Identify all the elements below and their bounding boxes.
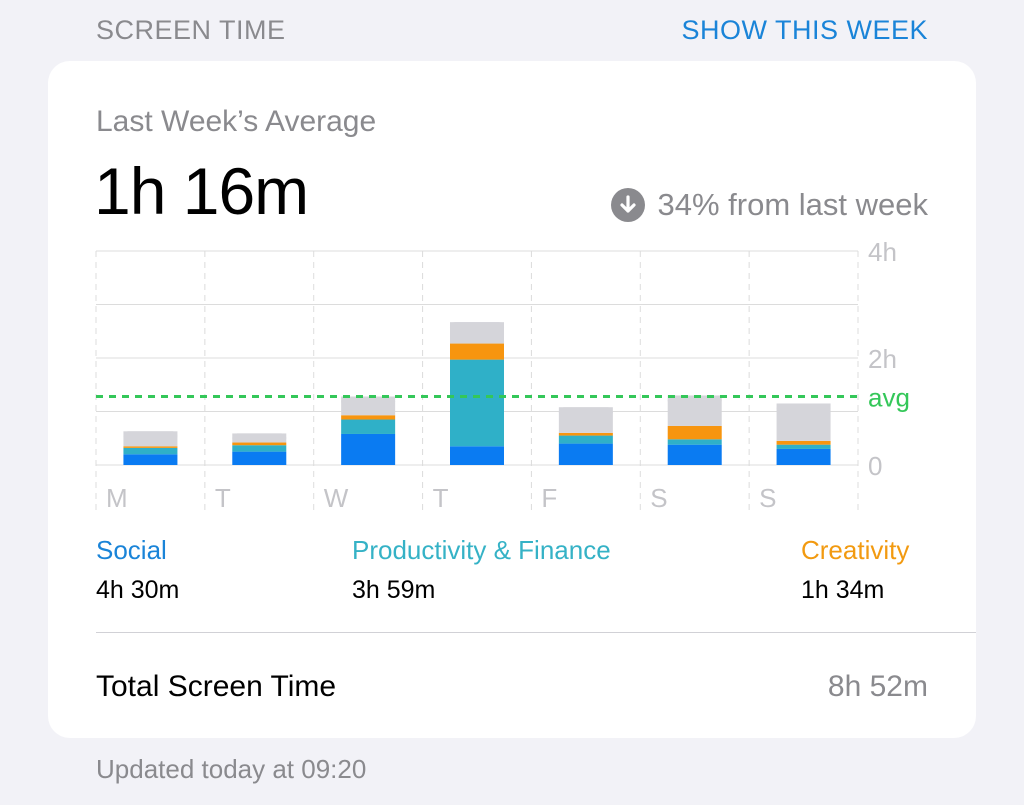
legend-value-productivity: 3h 59m: [352, 576, 436, 604]
section-header: SCREEN TIME SHOW THIS WEEK: [96, 12, 928, 48]
bar-segment: [776, 448, 831, 465]
x-tick-label: S: [650, 483, 667, 513]
updated-timestamp: Updated today at 09:20: [96, 754, 367, 784]
bar-cap: [776, 403, 831, 414]
bar-cap: [123, 431, 178, 442]
legend-value-creativity: 1h 34m: [801, 576, 885, 604]
bar-segment: [232, 445, 287, 452]
y-tick-label: 4h: [868, 237, 897, 267]
x-tick-label: F: [541, 483, 557, 513]
bar-segment: [667, 425, 722, 440]
y-tick-label: 2h: [868, 344, 897, 374]
bar-segment: [232, 442, 287, 446]
bar-segment: [341, 433, 396, 465]
bar-cap: [558, 407, 613, 418]
average-value: 1h 16m: [94, 154, 309, 228]
legend-item-social[interactable]: Social 4h 30m: [96, 535, 179, 605]
bar-segment: [450, 359, 504, 447]
category-legend: Social 4h 30m Productivity & Finance 3h …: [96, 535, 928, 615]
bar-segment: [776, 444, 831, 449]
bar-segment: [341, 415, 396, 420]
bar-segment: [450, 343, 504, 360]
arrow-down-circle-icon: [610, 188, 645, 222]
bar-segment: [667, 444, 722, 465]
y-tick-label: 0: [868, 451, 882, 481]
total-value: 8h 52m: [827, 670, 928, 703]
trend-text: 34% from last week: [657, 187, 929, 222]
legend-name-social: Social: [96, 535, 167, 565]
bar-segment: [123, 447, 178, 455]
bar-segment: [232, 451, 287, 465]
legend-item-productivity[interactable]: Productivity & Finance 3h 59m: [352, 535, 611, 605]
bar-segment: [450, 446, 504, 465]
total-screen-time-row[interactable]: Total Screen Time 8h 52m: [96, 665, 928, 709]
x-tick-label: S: [759, 483, 776, 513]
divider: [96, 632, 976, 633]
x-tick-label: T: [433, 483, 449, 513]
bar-segment: [341, 419, 396, 434]
x-tick-label: M: [106, 483, 128, 513]
bar-segment: [558, 435, 613, 444]
legend-item-creativity[interactable]: Creativity 1h 34m: [801, 535, 909, 605]
average-label: avg: [868, 383, 910, 413]
x-tick-label: T: [215, 483, 231, 513]
total-label: Total Screen Time: [96, 670, 337, 703]
legend-name-productivity: Productivity & Finance: [352, 535, 611, 565]
bar-segment: [776, 440, 831, 445]
screen-time-card: Last Week’s Average 1h 16m 34% from last…: [48, 61, 976, 738]
legend-name-creativity: Creativity: [801, 535, 910, 565]
bar-segment: [558, 443, 613, 465]
trend-indicator: 34% from last week: [610, 185, 929, 225]
x-tick-label: W: [324, 483, 349, 513]
bar-segment: [123, 454, 178, 465]
bar-segment: [667, 439, 722, 445]
legend-value-social: 4h 30m: [96, 576, 180, 604]
bar-cap: [341, 396, 396, 407]
bar-segment: [558, 432, 613, 436]
bar-segment: [123, 446, 178, 448]
bar-cap: [450, 322, 504, 333]
show-this-week-button[interactable]: SHOW THIS WEEK: [681, 14, 928, 45]
average-label: Last Week’s Average: [96, 105, 377, 138]
section-title: SCREEN TIME: [96, 14, 286, 45]
bar-cap: [232, 433, 287, 443]
